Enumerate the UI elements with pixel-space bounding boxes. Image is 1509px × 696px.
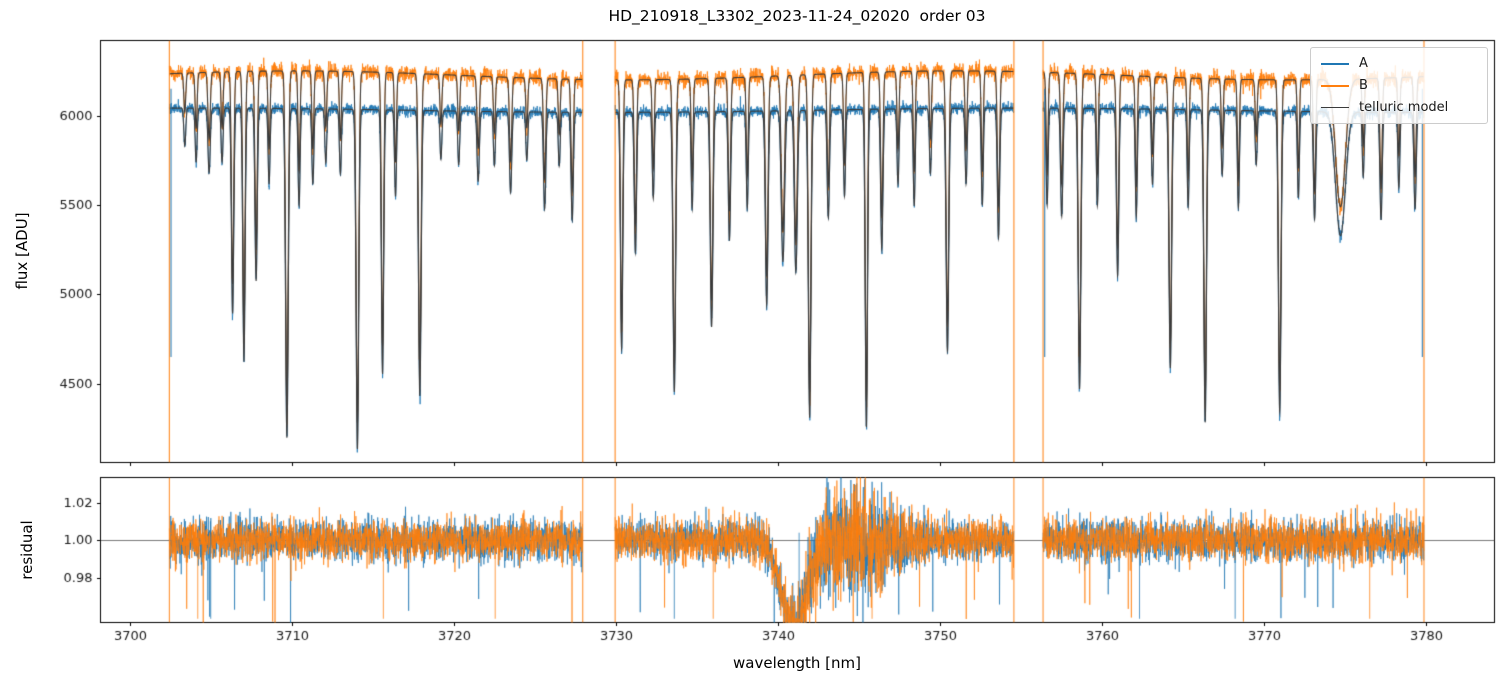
legend-entry-b: B <box>1321 78 1477 93</box>
series-b-line-swatch <box>1321 84 1349 87</box>
flux-axis-label: flux [ADU] <box>13 212 31 290</box>
legend-entry-telluric-model: telluric model <box>1321 100 1477 115</box>
residual-axis-label: residual <box>18 520 36 580</box>
page-title: HD_210918_L3302_2023-11-24_02020 order 0… <box>608 7 986 25</box>
legend-label-a: A <box>1359 56 1368 71</box>
legend: A B telluric model <box>1310 47 1488 124</box>
legend-entry-a: A <box>1321 56 1477 71</box>
telluric-model-line-swatch <box>1321 107 1349 108</box>
series-a-line-swatch <box>1321 62 1349 65</box>
legend-label-b: B <box>1359 78 1368 93</box>
legend-label-telluric-model: telluric model <box>1359 100 1449 115</box>
wavelength-axis-label: wavelength [nm] <box>733 654 861 672</box>
